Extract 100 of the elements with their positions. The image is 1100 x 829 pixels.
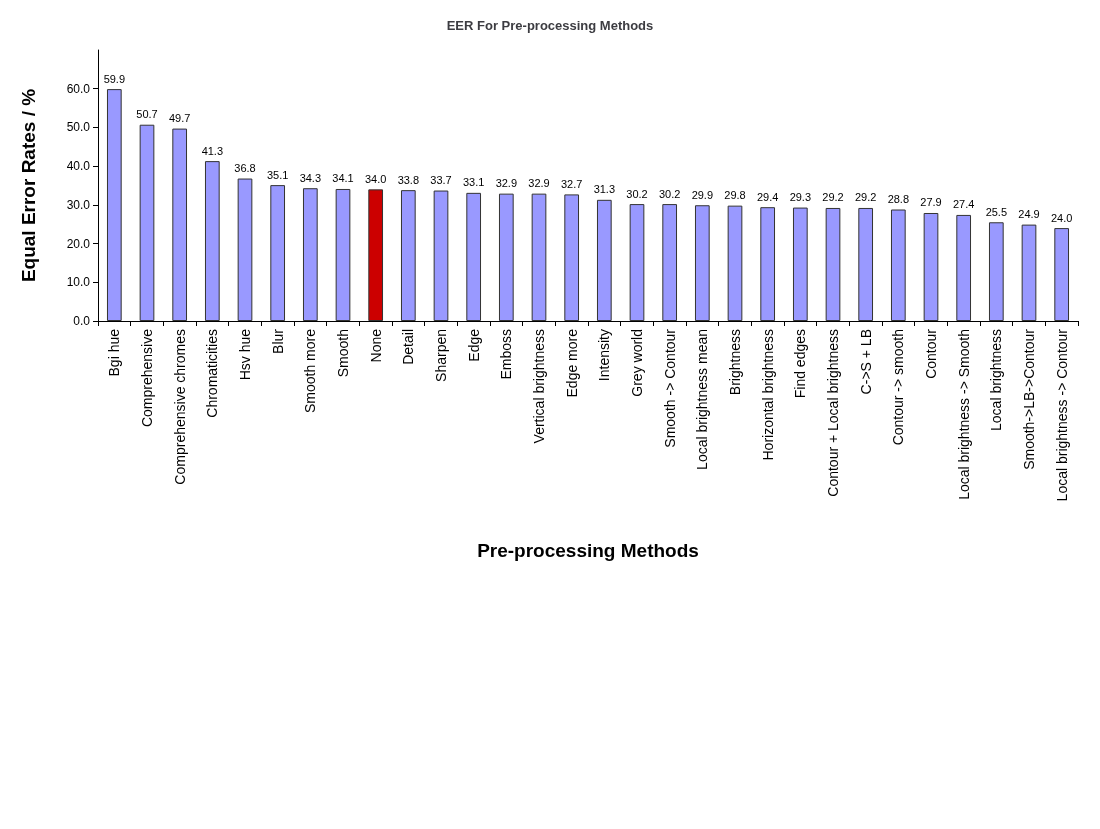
bar — [956, 214, 972, 321]
x-tick-label: Detail — [400, 329, 417, 365]
x-tick-label: Local brightness mean — [694, 329, 711, 470]
x-axis-title: Pre-processing Methods — [477, 540, 699, 561]
data-label: 30.2 — [658, 187, 681, 200]
data-label: 59.9 — [103, 72, 126, 85]
data-label: 33.8 — [397, 173, 420, 186]
x-tick-label: Intensity — [596, 329, 613, 382]
y-tick-label: 30.0 — [66, 197, 91, 212]
x-tick-label: Edge more — [563, 328, 580, 398]
y-tick-label: 60.0 — [66, 81, 91, 96]
bar — [172, 128, 188, 321]
data-label: 32.9 — [495, 177, 518, 190]
bar — [792, 207, 808, 321]
y-tick-label: 0.0 — [73, 314, 91, 328]
bar — [858, 207, 874, 321]
bar — [694, 205, 710, 321]
data-label: 33.1 — [462, 176, 485, 189]
bar — [923, 212, 939, 321]
x-tick-label: Sharpen — [433, 329, 449, 382]
chart-title: EER For Pre-processing Methods — [446, 18, 654, 33]
data-label: 28.8 — [887, 193, 910, 205]
data-label: 31.3 — [593, 183, 616, 196]
bar — [662, 204, 678, 321]
bar — [400, 190, 416, 321]
bar — [466, 192, 482, 321]
data-label: 32.7 — [560, 177, 583, 190]
data-label: 24.0 — [1050, 211, 1073, 224]
bar — [531, 193, 547, 321]
data-label: 29.8 — [724, 189, 746, 202]
x-tick-label: Local brightness -> Contour — [1053, 328, 1070, 502]
bar — [825, 207, 841, 321]
x-tick-label: Comprehensive chromes — [171, 329, 188, 485]
x-tick-label: Bgi hue — [106, 328, 123, 377]
data-label: 36.8 — [234, 162, 256, 175]
data-label: 25.5 — [985, 205, 1008, 218]
x-tick-label: Smooth -> Contour — [661, 328, 678, 448]
data-label: 35.1 — [266, 168, 289, 181]
data-label: 34.3 — [299, 171, 322, 184]
data-label: 32.9 — [528, 177, 550, 190]
bar — [106, 89, 122, 321]
x-tick-label: Local brightness — [988, 329, 1005, 431]
x-tick-label: Contour -> smooth — [890, 329, 907, 446]
x-tick-label: C->S + LB — [857, 329, 874, 395]
data-label: 29.2 — [822, 191, 844, 204]
bar — [564, 194, 580, 321]
data-label: 29.3 — [789, 191, 812, 204]
data-label: 41.3 — [201, 144, 224, 157]
bar — [890, 209, 906, 321]
x-tick-label: Contour + Local brightness — [825, 329, 841, 497]
x-tick-label: Brightness — [727, 329, 743, 396]
y-tick-label: 50.0 — [66, 120, 91, 135]
data-label: 29.2 — [854, 191, 877, 204]
bar — [629, 204, 645, 321]
x-tick-label: Horizontal brightness — [759, 329, 776, 461]
data-label: 30.2 — [626, 187, 648, 200]
x-tick-label: Blur — [269, 328, 286, 354]
y-tick-label: 20.0 — [66, 236, 91, 251]
data-label: 34.1 — [332, 172, 354, 185]
bar — [204, 161, 220, 321]
x-tick-label: Chromaticities — [204, 329, 221, 418]
data-label: 49.7 — [168, 112, 191, 125]
x-tick-label: Local brightness -> Smooth — [955, 329, 972, 500]
bar — [1054, 228, 1070, 321]
bar — [270, 185, 286, 321]
bar — [368, 189, 384, 321]
bar — [139, 124, 155, 321]
bar — [498, 193, 514, 321]
x-tick-label: Hsv hue — [237, 328, 253, 381]
x-tick-label: Emboss — [498, 329, 515, 380]
data-label: 24.9 — [1018, 208, 1040, 221]
x-tick-label: None — [367, 328, 384, 363]
data-label: 27.9 — [920, 196, 942, 209]
x-tick-label: Smooth — [335, 329, 351, 378]
x-tick-label: Edge — [465, 328, 482, 362]
bar — [433, 190, 449, 321]
data-label: 27.4 — [952, 198, 975, 211]
x-tick-label: Contour — [923, 328, 939, 379]
y-tick-label: 40.0 — [66, 159, 91, 174]
data-label: 34.0 — [364, 172, 387, 185]
x-tick-label: Smooth more — [302, 328, 319, 414]
data-label: 29.4 — [756, 190, 779, 203]
bar — [335, 188, 351, 321]
bar — [988, 222, 1004, 321]
x-tick-label: Comprehensive — [139, 328, 155, 428]
bar — [237, 178, 253, 321]
bar — [596, 199, 612, 321]
x-tick-label: Find edges — [792, 329, 809, 399]
y-tick-label: 10.0 — [66, 275, 91, 290]
bar — [760, 207, 776, 321]
bar — [1021, 224, 1037, 321]
bar — [727, 205, 743, 321]
y-axis-title: Equal Error Rates / % — [18, 88, 39, 283]
data-label: 50.7 — [136, 108, 158, 121]
x-tick-label: Grey world — [629, 329, 645, 397]
data-label: 33.7 — [430, 174, 452, 187]
x-tick-label: Vertical brightness — [531, 329, 547, 444]
bar — [302, 188, 318, 321]
data-label: 29.9 — [691, 188, 714, 201]
x-tick-label: Smooth->LB->Contour — [1021, 328, 1037, 470]
